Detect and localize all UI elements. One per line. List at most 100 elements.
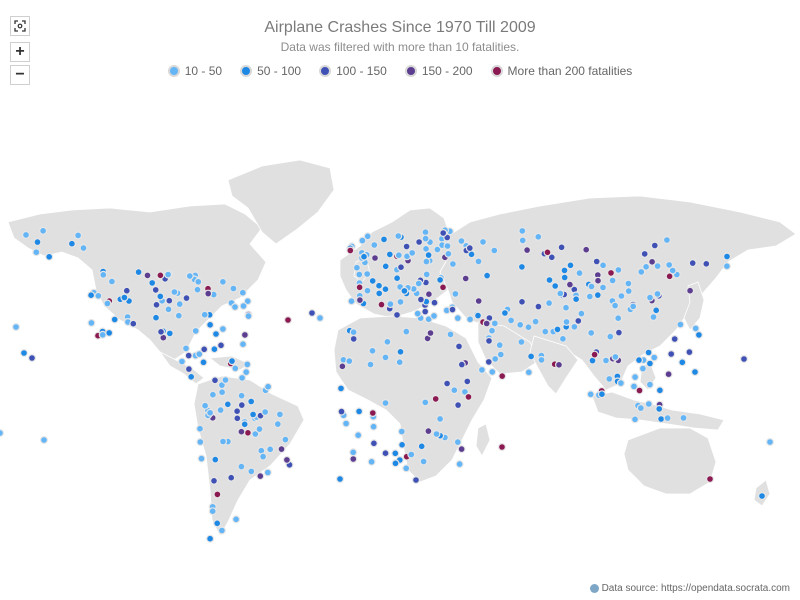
crash-marker[interactable]: [120, 293, 129, 302]
crash-marker[interactable]: [757, 492, 766, 501]
crash-marker[interactable]: [165, 296, 174, 305]
crash-marker[interactable]: [617, 292, 626, 301]
crash-marker[interactable]: [485, 336, 494, 345]
crash-marker[interactable]: [375, 281, 384, 290]
crash-marker[interactable]: [243, 428, 252, 437]
crash-marker[interactable]: [187, 372, 196, 381]
crash-marker[interactable]: [545, 299, 554, 308]
crash-marker[interactable]: [558, 334, 567, 343]
crash-marker[interactable]: [496, 350, 505, 359]
crash-marker[interactable]: [363, 270, 372, 279]
crash-marker[interactable]: [394, 251, 403, 260]
crash-marker[interactable]: [593, 291, 602, 300]
crash-marker[interactable]: [722, 262, 731, 271]
crash-marker[interactable]: [739, 355, 748, 364]
crash-marker[interactable]: [482, 319, 491, 328]
crash-marker[interactable]: [98, 330, 107, 339]
crash-marker[interactable]: [240, 420, 249, 429]
fit-to-screen-button[interactable]: [10, 16, 30, 36]
crash-marker[interactable]: [431, 394, 440, 403]
crash-marker[interactable]: [398, 440, 407, 449]
crash-marker[interactable]: [649, 313, 658, 322]
crash-marker[interactable]: [383, 337, 392, 346]
crash-marker[interactable]: [551, 282, 560, 291]
crash-marker[interactable]: [217, 526, 226, 535]
crash-marker[interactable]: [630, 415, 639, 424]
crash-marker[interactable]: [349, 448, 358, 457]
crash-marker[interactable]: [239, 340, 248, 349]
crash-marker[interactable]: [407, 450, 416, 459]
crash-marker[interactable]: [644, 348, 653, 357]
crash-marker[interactable]: [363, 232, 372, 241]
crash-marker[interactable]: [219, 437, 228, 446]
crash-marker[interactable]: [355, 283, 364, 292]
crash-marker[interactable]: [223, 400, 232, 409]
crash-marker[interactable]: [433, 245, 442, 254]
crash-marker[interactable]: [368, 346, 377, 355]
crash-marker[interactable]: [228, 357, 237, 366]
crash-marker[interactable]: [705, 475, 714, 484]
crash-marker[interactable]: [39, 436, 48, 445]
crash-marker[interactable]: [608, 276, 617, 285]
crash-marker[interactable]: [349, 328, 358, 337]
crash-marker[interactable]: [606, 268, 615, 277]
crash-marker[interactable]: [634, 356, 643, 365]
crash-marker[interactable]: [500, 309, 509, 318]
crash-marker[interactable]: [346, 246, 355, 255]
crash-marker[interactable]: [216, 406, 225, 415]
crash-marker[interactable]: [282, 455, 291, 464]
crash-marker[interactable]: [679, 413, 688, 422]
crash-marker[interactable]: [421, 234, 430, 243]
crash-marker[interactable]: [74, 231, 83, 240]
crash-marker[interactable]: [653, 262, 662, 271]
crash-marker[interactable]: [12, 323, 21, 332]
crash-marker[interactable]: [358, 236, 367, 245]
crash-marker[interactable]: [444, 249, 453, 258]
crash-marker[interactable]: [415, 238, 424, 247]
crash-marker[interactable]: [308, 309, 317, 318]
crash-marker[interactable]: [264, 382, 273, 391]
crash-marker[interactable]: [474, 257, 483, 266]
crash-marker[interactable]: [369, 439, 378, 448]
crash-marker[interactable]: [233, 407, 242, 416]
crash-marker[interactable]: [237, 401, 246, 410]
crash-marker[interactable]: [412, 476, 421, 485]
crash-marker[interactable]: [426, 329, 435, 338]
crash-marker[interactable]: [212, 330, 221, 339]
crash-marker[interactable]: [636, 404, 645, 413]
crash-marker[interactable]: [355, 270, 364, 279]
crash-marker[interactable]: [395, 358, 404, 367]
crash-marker[interactable]: [424, 290, 433, 299]
crash-marker[interactable]: [421, 398, 430, 407]
data-source-credit[interactable]: Data source: https://opendata.socrata.co…: [589, 583, 790, 594]
crash-marker[interactable]: [151, 285, 160, 294]
crash-marker[interactable]: [336, 475, 345, 484]
crash-marker[interactable]: [134, 268, 143, 277]
crash-marker[interactable]: [122, 286, 131, 295]
crash-marker[interactable]: [368, 276, 377, 285]
crash-marker[interactable]: [606, 332, 615, 341]
crash-marker[interactable]: [369, 422, 378, 431]
crash-marker[interactable]: [345, 357, 354, 366]
crash-marker[interactable]: [184, 365, 193, 374]
crash-marker[interactable]: [233, 414, 242, 423]
crash-marker[interactable]: [195, 350, 204, 359]
crash-marker[interactable]: [377, 300, 386, 309]
crash-marker[interactable]: [665, 272, 674, 281]
crash-marker[interactable]: [537, 355, 546, 364]
crash-marker[interactable]: [599, 261, 608, 270]
crash-marker[interactable]: [483, 271, 492, 280]
crash-marker[interactable]: [657, 415, 666, 424]
crash-marker[interactable]: [349, 455, 358, 464]
crash-marker[interactable]: [196, 424, 205, 433]
crash-marker[interactable]: [560, 266, 569, 275]
crash-marker[interactable]: [570, 322, 579, 331]
crash-marker[interactable]: [556, 289, 565, 298]
crash-marker[interactable]: [560, 273, 569, 282]
crash-marker[interactable]: [547, 253, 556, 262]
crash-marker[interactable]: [275, 410, 284, 419]
crash-marker[interactable]: [450, 386, 459, 395]
crash-marker[interactable]: [605, 374, 614, 383]
crash-marker[interactable]: [349, 334, 358, 343]
crash-marker[interactable]: [371, 254, 380, 263]
